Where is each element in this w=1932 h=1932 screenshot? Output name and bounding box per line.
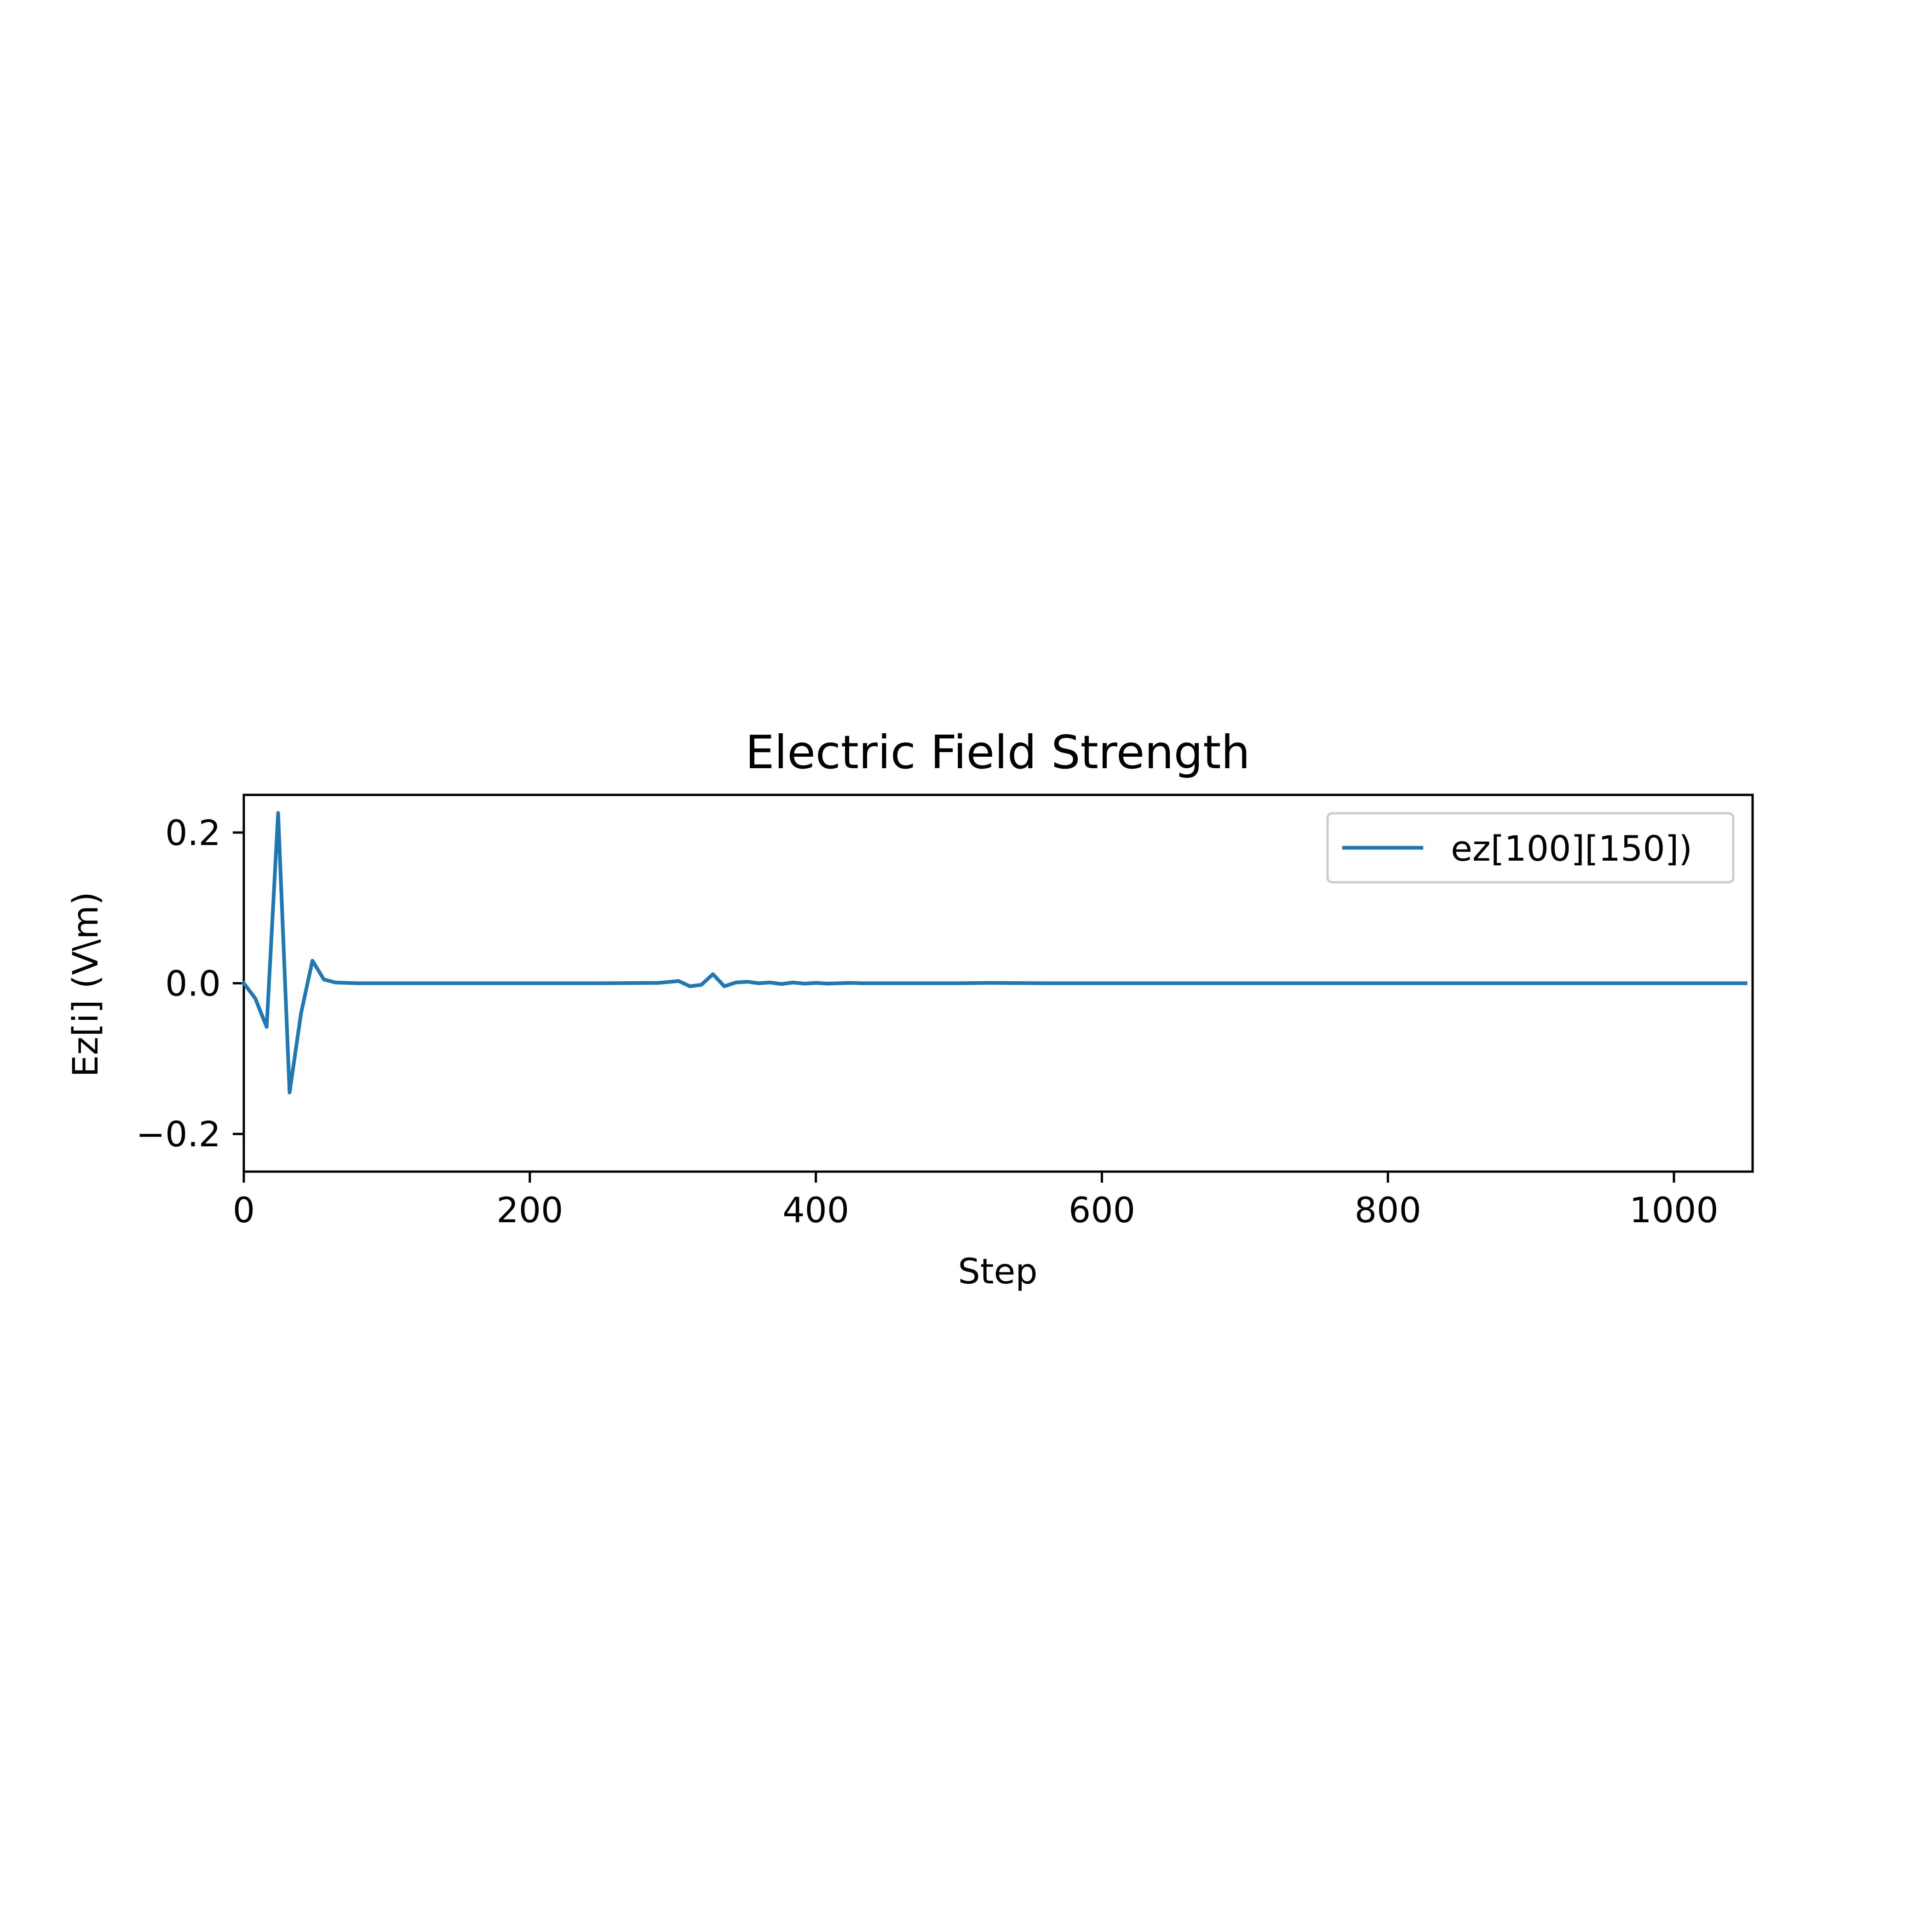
y-tick-label: 0.0 xyxy=(165,963,221,1004)
series-layer xyxy=(241,811,1748,1094)
x-tick-label: 200 xyxy=(496,1190,563,1230)
x-tick-label: 800 xyxy=(1355,1190,1421,1230)
legend-box xyxy=(1326,812,1735,884)
x-tick-label: 1000 xyxy=(1629,1190,1718,1230)
x-tick-label: 400 xyxy=(782,1190,849,1230)
y-tick-label: 0.2 xyxy=(165,812,221,853)
x-tick-label: 0 xyxy=(233,1190,255,1230)
axis-ticks: 0 200 400 600 800 1000 −0.2 0.0 0.2 xyxy=(136,812,1718,1230)
x-axis-label: Step xyxy=(958,1251,1037,1292)
y-axis-label: Ez[i] (V\m) xyxy=(65,891,106,1077)
legend: ez[100][150]) xyxy=(1326,812,1735,884)
y-tick-label: −0.2 xyxy=(136,1114,221,1155)
series-line-0 xyxy=(241,811,1748,1094)
legend-label: ez[100][150]) xyxy=(1451,828,1692,869)
x-tick-label: 600 xyxy=(1069,1190,1135,1230)
chart-title: Electric Field Strength xyxy=(745,725,1250,779)
